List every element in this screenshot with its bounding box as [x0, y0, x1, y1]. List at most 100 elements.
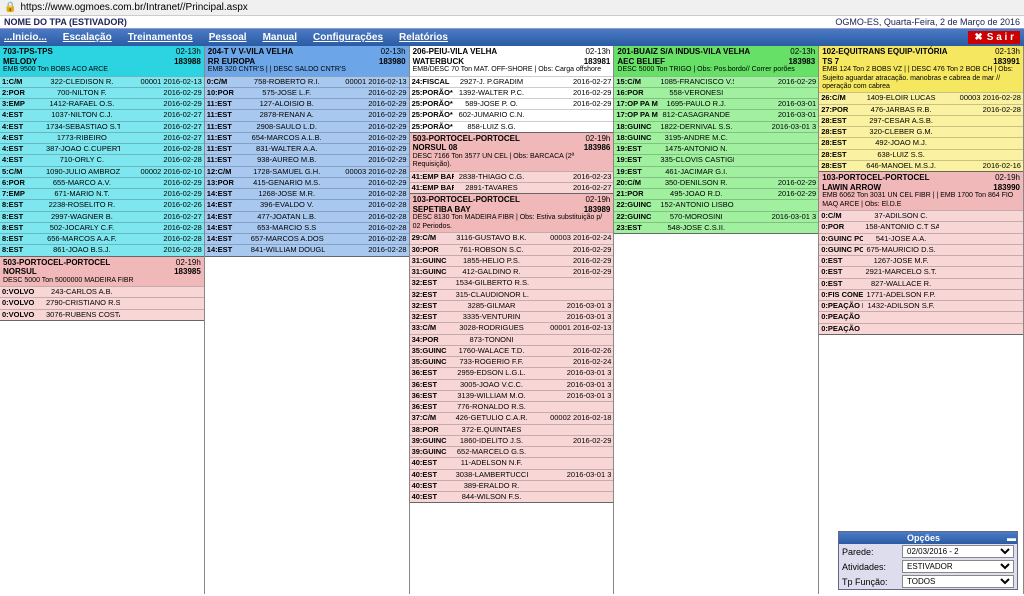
worker-row[interactable]: 17:OP PA MEC1695-PAULO R.J.2016-03-01: [614, 98, 818, 109]
worker-row[interactable]: 4:EST1773-RIBEIRO2016-02-27: [0, 132, 204, 143]
worker-row[interactable]: 41:EMP BARCAÇA2838-THIAGO C.G.2016-02-23: [410, 171, 614, 182]
worker-row[interactable]: 0:VOLVO243-CARLOS A.B.: [0, 286, 204, 297]
worker-row[interactable]: 32:EST3285-GILMAR2016-03-01 3: [410, 300, 614, 311]
ship-header[interactable]: 201-BUAIZ S/A INDUS-VILA VELHA02-13hAEC …: [614, 46, 818, 76]
worker-row[interactable]: 0:EST1267-JOSE M.F.: [819, 255, 1023, 266]
ship-header[interactable]: 206-PEIU-VILA VELHA02-13hWATERBUCK183981…: [410, 46, 614, 76]
worker-row[interactable]: 23:EST548-JOSE C.S.II.: [614, 222, 818, 233]
funcao-select[interactable]: TODOS: [902, 575, 1014, 588]
atividades-select[interactable]: ESTIVADOR: [902, 560, 1014, 573]
ship-header[interactable]: 204-T V V-VILA VELHA02-13hRR EUROPA18398…: [205, 46, 409, 76]
worker-row[interactable]: 28:EST492-JOAO M.J.: [819, 137, 1023, 148]
worker-row[interactable]: 24:FISCAL2927-J. P.GRADIM2016-02-27: [410, 76, 614, 87]
worker-row[interactable]: 0:C/M758-ROBERTO R.I.00001 2016-02-13: [205, 76, 409, 87]
worker-row[interactable]: 28:EST297-CESAR A.S.B.: [819, 115, 1023, 126]
worker-row[interactable]: 6:POR655-MARCO A.V.2016-02-29: [0, 177, 204, 188]
worker-row[interactable]: 11:EST2878-RENAN A.2016-02-29: [205, 109, 409, 120]
parede-select[interactable]: 02/03/2016 - 2: [902, 545, 1014, 558]
worker-row[interactable]: 20:C/M350-DENILSON R.2016-02-29: [614, 177, 818, 188]
worker-row[interactable]: 31:GUINC412-GALDINO R.2016-02-29: [410, 266, 614, 277]
menu-item[interactable]: Manual: [263, 32, 297, 43]
worker-row[interactable]: 36:EST2959-EDSON L.G.L.2016-03-01 3: [410, 367, 614, 378]
worker-row[interactable]: 28:EST638-LUIZ S.S.: [819, 149, 1023, 160]
worker-row[interactable]: 0:PEAÇÃO: [819, 311, 1023, 322]
worker-row[interactable]: 0:GUINC PC541-JOSE A.A.: [819, 233, 1023, 244]
worker-row[interactable]: 4:EST1037-NILTON C.J.2016-02-27: [0, 109, 204, 120]
menu-item[interactable]: Treinamentos: [128, 32, 193, 43]
worker-row[interactable]: 8:EST656-MARCOS A.A.F.2016-02-28: [0, 233, 204, 244]
worker-row[interactable]: 39:GUINC1860-IDELITO J.S.2016-02-29: [410, 435, 614, 446]
worker-row[interactable]: 18:GUINC3195-ANDRE M.C.: [614, 132, 818, 143]
worker-row[interactable]: 0:PEAÇÃO E1432-ADILSON S.F.: [819, 300, 1023, 311]
worker-row[interactable]: 16:POR558-VERONESI: [614, 87, 818, 98]
worker-row[interactable]: 19:EST461-JACIMAR G.I.: [614, 166, 818, 177]
worker-row[interactable]: 14:EST841-WILLIAM DOUGLAS2016-02-28: [205, 244, 409, 255]
worker-row[interactable]: 4:EST387-JOAO C.CUPERTINO2016-02-28: [0, 143, 204, 154]
worker-row[interactable]: 40:EST844-WILSON F.S.: [410, 491, 614, 502]
worker-row[interactable]: 14:EST653-MARCIO S.S2016-02-28: [205, 222, 409, 233]
worker-row[interactable]: 25:PORÃO*602-JUMARIO C.N.: [410, 109, 614, 120]
ship-header[interactable]: 102-EQUITRANS EQUIP-VITÓRIA02-13hTS 7183…: [819, 46, 1023, 92]
worker-row[interactable]: 35:GUINC1760-WALACE T.D.2016-02-26: [410, 345, 614, 356]
worker-row[interactable]: 25:PORÃO*589-JOSE P. O.2016-02-29: [410, 98, 614, 109]
worker-row[interactable]: 8:EST2997-WAGNER B.2016-02-27: [0, 211, 204, 222]
worker-row[interactable]: 0:C/M37-ADILSON C.: [819, 210, 1023, 221]
worker-row[interactable]: 11:EST2908-SAULO L.D.2016-02-29: [205, 121, 409, 132]
worker-row[interactable]: 14:EST477-JOATAN L.B.2016-02-28: [205, 211, 409, 222]
worker-row[interactable]: 33:C/M3028-RODRIGUES00001 2016-02-13: [410, 322, 614, 333]
worker-row[interactable]: 2:POR700-NILTON F.2016-02-29: [0, 87, 204, 98]
sair-button[interactable]: ✖ S a i r: [968, 31, 1020, 44]
worker-row[interactable]: 15:C/M1085-FRANCISCO V.S.2016-02-29: [614, 76, 818, 87]
worker-row[interactable]: 37:C/M426-GETULIO C.A.R.00002 2016-02-18: [410, 412, 614, 423]
menu-item[interactable]: Relatórios: [399, 32, 448, 43]
worker-row[interactable]: 40:EST11-ADELSON N.F.: [410, 457, 614, 468]
worker-row[interactable]: 0:EST2921-MARCELO S.T.: [819, 266, 1023, 277]
worker-row[interactable]: 36:EST3005-JOAO V.C.C.2016-03-01 3: [410, 379, 614, 390]
worker-row[interactable]: 10:POR575-JOSE L.F.2016-02-29: [205, 87, 409, 98]
worker-row[interactable]: 30:POR761-ROBSON S.C.2016-02-29: [410, 244, 614, 255]
worker-row[interactable]: 38:POR372-E.QUINTAES: [410, 424, 614, 435]
menu-item[interactable]: ...Inicio...: [4, 32, 47, 43]
worker-row[interactable]: 11:EST127-ALOISIO B.2016-02-29: [205, 98, 409, 109]
worker-row[interactable]: 19:EST335-CLOVIS CASTIGLIONI: [614, 154, 818, 165]
menu-item[interactable]: Configurações: [313, 32, 383, 43]
worker-row[interactable]: 25:PORÃO*858-LUIZ S.G.: [410, 121, 614, 132]
worker-row[interactable]: 40:EST3038-LAMBERTUCCI2016-03-01 3: [410, 469, 614, 480]
ship-header[interactable]: 103-PORTOCEL-PORTOCEL02-19hLAWIN ARROW18…: [819, 172, 1023, 210]
worker-row[interactable]: 8:EST502-JOCARLY C.F.2016-02-28: [0, 222, 204, 233]
worker-row[interactable]: 8:EST2238-ROSELITO R.2016-02-26: [0, 199, 204, 210]
ship-header[interactable]: 503-PORTOCEL-PORTOCEL02-19hNORSUL 081839…: [410, 133, 614, 171]
worker-row[interactable]: 31:GUINC1855-HELIO P.S.2016-02-29: [410, 255, 614, 266]
worker-row[interactable]: 32:EST3335-VENTURIN2016-03-01 3: [410, 311, 614, 322]
worker-row[interactable]: 35:GUINC733-ROGERIO F.F.2016-02-24: [410, 356, 614, 367]
ship-header[interactable]: 703-TPS-TPS02-13hMELODY183988EMB 9500 To…: [0, 46, 204, 76]
worker-row[interactable]: 8:EST861-JOAO B.S.J.2016-02-28: [0, 244, 204, 255]
worker-row[interactable]: 18:GUINC1822-DERNIVAL S.S.2016-03-01 3: [614, 121, 818, 132]
worker-row[interactable]: 3:EMP1412-RAFAEL O.S.2016-02-29: [0, 98, 204, 109]
menu-item[interactable]: Escalação: [63, 32, 112, 43]
worker-row[interactable]: 4:EST710-ORLY C.2016-02-28: [0, 154, 204, 165]
worker-row[interactable]: 1:C/M322-CLEDISON R.00001 2016-02-13: [0, 76, 204, 87]
worker-row[interactable]: 25:PORÃO*1392-WALTER P.C.2016-02-29: [410, 87, 614, 98]
worker-row[interactable]: 19:EST1475-ANTONIO N.: [614, 143, 818, 154]
worker-row[interactable]: 28:EST646-MANOEL M.S.J.2016-02-16: [819, 160, 1023, 171]
worker-row[interactable]: 11:EST831-WALTER A.A.2016-02-29: [205, 143, 409, 154]
worker-row[interactable]: 17:OP PA MEC812-CASAGRANDE2016-03-01: [614, 109, 818, 120]
worker-row[interactable]: 40:EST389-ERALDO R.: [410, 480, 614, 491]
minimize-icon[interactable]: ▬: [1007, 533, 1016, 543]
worker-row[interactable]: 32:EST315-CLAUDIONOR L.F.: [410, 289, 614, 300]
worker-row[interactable]: 11:EST938-AUREO M.B.2016-02-29: [205, 154, 409, 165]
worker-row[interactable]: 13:POR415-GENARIO M.S.2016-02-29: [205, 177, 409, 188]
worker-row[interactable]: 28:EST320-CLEBER G.M.: [819, 126, 1023, 137]
worker-row[interactable]: 27:POR476-JARBAS R.B.2016-02-28: [819, 104, 1023, 115]
worker-row[interactable]: 34:POR873-TONONI: [410, 334, 614, 345]
ship-header[interactable]: 503-PORTOCEL-PORTOCEL02-19hNORSUL183985D…: [0, 257, 204, 287]
worker-row[interactable]: 22:GUINC152-ANTONIO LISBOA: [614, 199, 818, 210]
worker-row[interactable]: 14:EST1268-JOSE M.R.2016-02-28: [205, 188, 409, 199]
worker-row[interactable]: 0:FIS CONEXO1771-ADELSON F.P.: [819, 289, 1023, 300]
worker-row[interactable]: 0:EST827-WALLACE R.: [819, 278, 1023, 289]
worker-row[interactable]: 14:EST396-EVALDO V.2016-02-28: [205, 199, 409, 210]
ship-header[interactable]: 103-PORTOCEL-PORTOCEL02-19hSEPETIBA BAY1…: [410, 194, 614, 232]
worker-row[interactable]: 0:POR158-ANTONIO C.T SA: [819, 221, 1023, 232]
worker-row[interactable]: 39:GUINC652-MARCELO G.S.: [410, 446, 614, 457]
